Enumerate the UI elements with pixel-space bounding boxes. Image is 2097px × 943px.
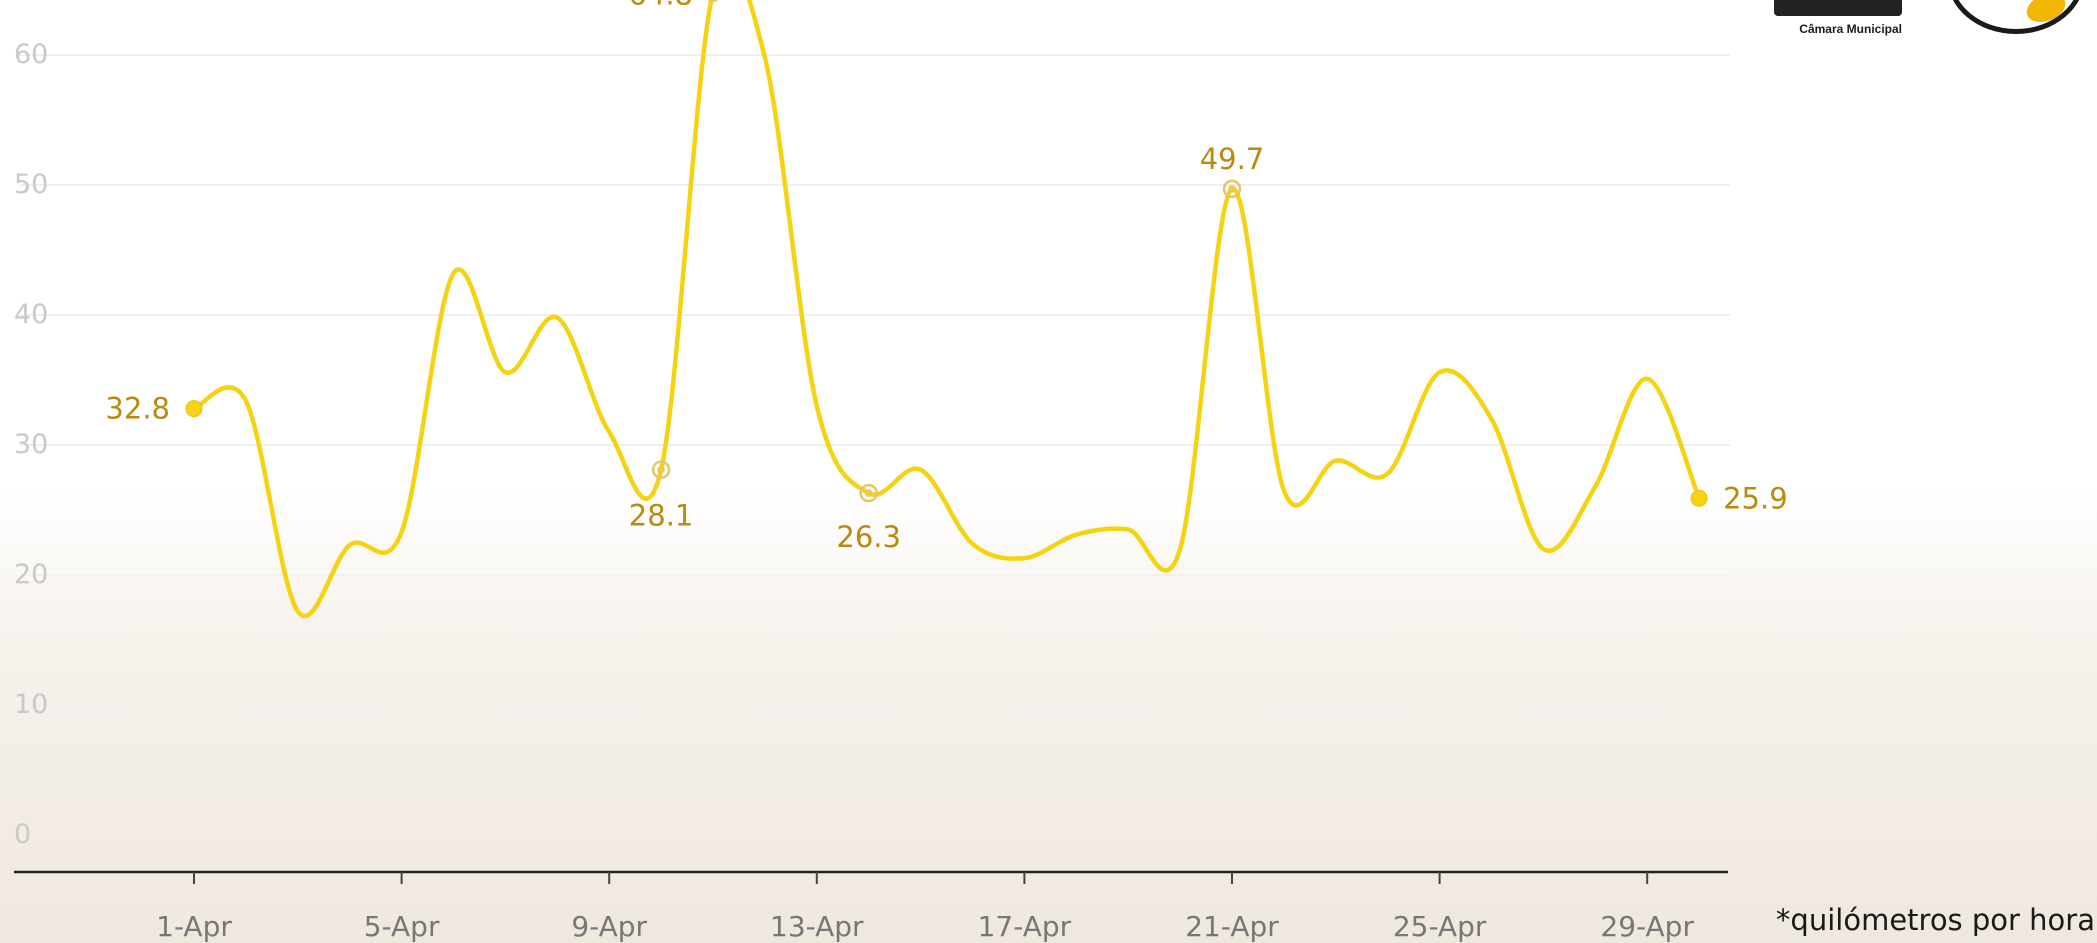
x-tick-label-25-Apr: 25-Apr bbox=[1393, 910, 1487, 943]
x-tick-label-5-Apr: 5-Apr bbox=[364, 910, 440, 943]
logo-subtitle: Câmara Municipal bbox=[1799, 22, 1902, 36]
municipality-logo: Câmara Municipal bbox=[1742, 0, 1902, 40]
gridlines bbox=[20, 54, 1730, 706]
y-tick-label-10: 10 bbox=[14, 689, 48, 720]
data-label-10-Apr: 28.1 bbox=[629, 499, 694, 533]
data-label-1-Apr: 32.8 bbox=[105, 392, 170, 426]
marker-1-Apr bbox=[185, 400, 203, 418]
x-tick-label-1-Apr: 1-Apr bbox=[156, 910, 232, 943]
data-label-14-Apr: 26.3 bbox=[836, 520, 901, 554]
marker-14-Apr bbox=[859, 483, 878, 503]
y-tick-label-40: 40 bbox=[14, 299, 48, 330]
x-tick-label-13-Apr: 13-Apr bbox=[770, 910, 864, 943]
data-label-30-Apr: 25.9 bbox=[1723, 481, 1788, 515]
y-tick-label-60: 60 bbox=[14, 39, 48, 70]
data-labels: 32.8 28.1 64.8 26.3 49.7 25.9 bbox=[105, 0, 1787, 554]
marker-inner-10-Apr bbox=[657, 465, 665, 474]
y-tick-label-0: 0 bbox=[14, 819, 31, 850]
municipality-wordmark-icon bbox=[1774, 0, 1902, 16]
x-axis-ticks: 1-Apr 5-Apr 9-Apr 13-Apr 17-Apr 21-Apr 25-Apr 2… bbox=[156, 872, 1694, 943]
x-tick-label-21-Apr: 21-Apr bbox=[1185, 910, 1279, 943]
y-tick-label-20: 20 bbox=[14, 559, 48, 590]
marker-inner-21-Apr bbox=[1228, 185, 1236, 193]
x-tick-label-29-Apr: 29-Apr bbox=[1600, 910, 1694, 943]
y-tick-label-50: 50 bbox=[14, 169, 48, 200]
marker-inner-14-Apr bbox=[864, 489, 873, 497]
marker-30-Apr bbox=[1690, 489, 1708, 507]
y-axis-ticks: 0 10 20 30 40 50 60 bbox=[14, 39, 48, 850]
marker-10-Apr bbox=[651, 460, 671, 479]
data-label-11-Apr: 64.8 bbox=[628, 0, 693, 12]
x-tick-label-9-Apr: 9-Apr bbox=[571, 910, 647, 943]
marker-21-Apr bbox=[1222, 179, 1242, 199]
data-label-21-Apr: 49.7 bbox=[1200, 142, 1265, 176]
y-tick-label-30: 30 bbox=[14, 429, 48, 460]
series-line bbox=[191, 0, 1702, 618]
marker-11-Apr bbox=[707, 0, 719, 2]
x-tick-label-17-Apr: 17-Apr bbox=[978, 910, 1072, 943]
unit-note: *quilómetros por hora bbox=[1775, 903, 2095, 937]
data-markers bbox=[185, 0, 1708, 507]
